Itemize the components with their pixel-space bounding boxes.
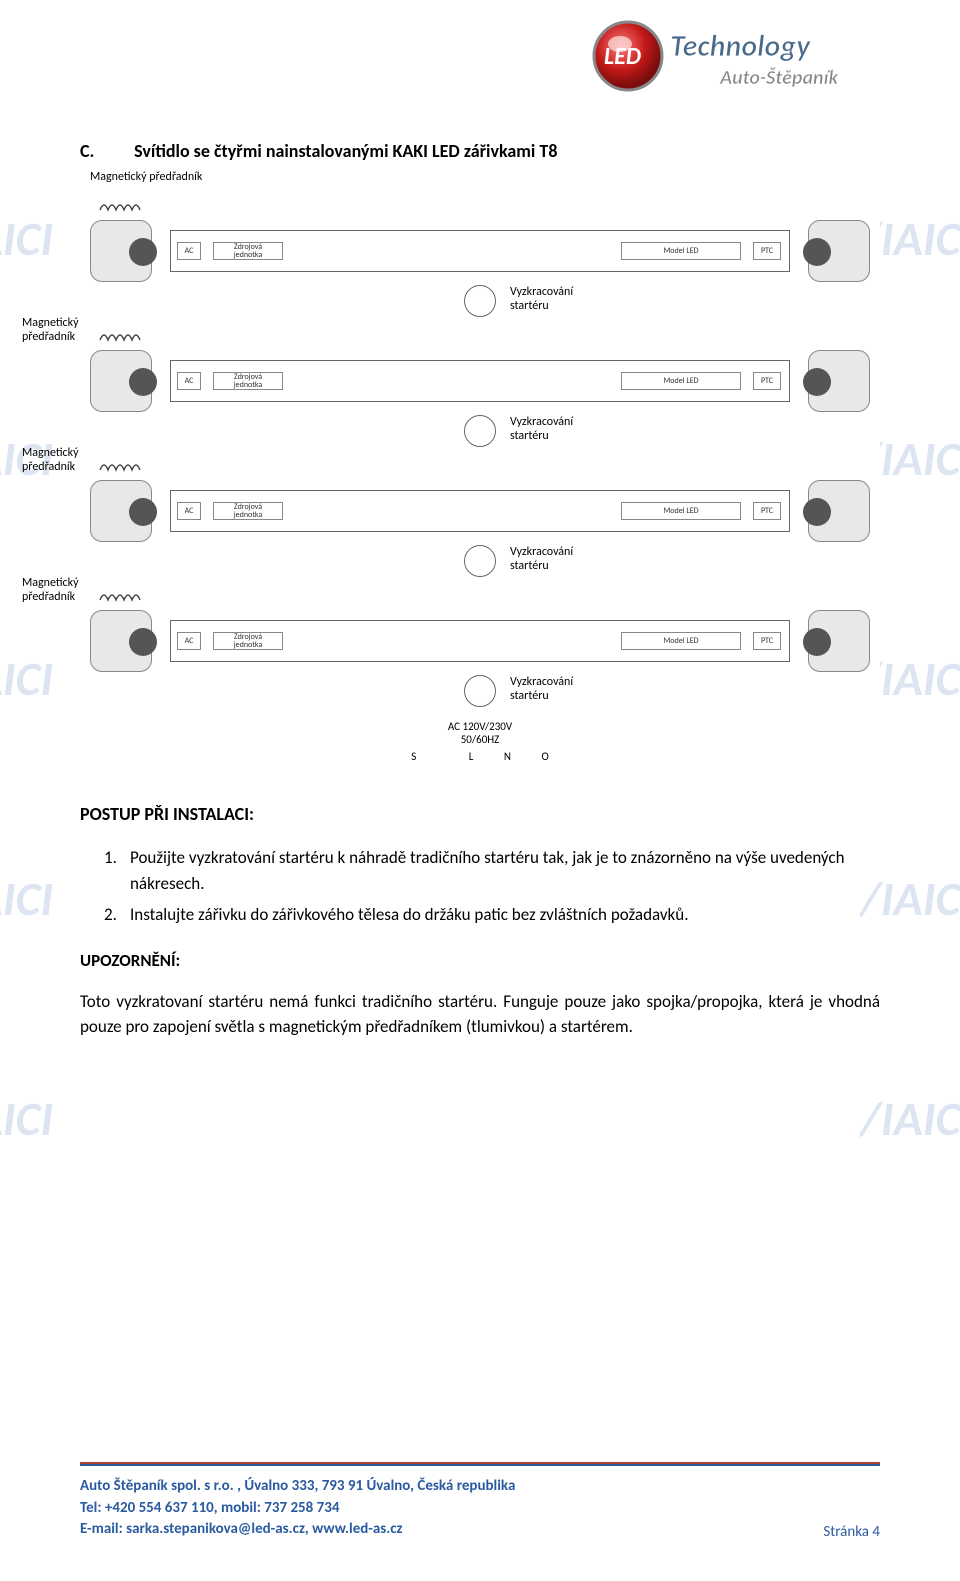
footer-email: E-mail: sarka.stepanikova@led-as.cz, www… [80, 1519, 515, 1541]
install-steps: 1. Použijte vyzkratování startéru k náhr… [104, 845, 880, 928]
socket-left [90, 480, 152, 542]
starter-label: Vyzkracovánístartéru [510, 415, 573, 444]
power-s: S [411, 750, 416, 763]
logo-led-text: LED [604, 42, 641, 71]
warning-text: Toto vyzkratovaní startéru nemá funkci t… [80, 989, 880, 1040]
section-heading: C. Svítidlo se čtyřmi nainstalovanými KA… [80, 140, 880, 162]
socket-left [90, 220, 152, 282]
power-freq: 50/60HZ [80, 733, 880, 746]
page-number: Stránka 4 [823, 1523, 880, 1541]
wiring-diagram: Magnetický předřadník AC Zdrojovájednotk… [80, 190, 880, 763]
tube-row: Magnetický předřadník AC Zdrojovájednotk… [80, 580, 880, 710]
header-logo: LED Technology Auto-Štěpaník [590, 18, 890, 108]
tube-ptc: PTC [753, 632, 781, 650]
socket-right [808, 610, 870, 672]
tube-ac: AC [177, 242, 201, 260]
starter-label: Vyzkracovánístartéru [510, 675, 573, 704]
step-text: Použijte vyzkratování startéru k náhradě… [130, 845, 880, 896]
power-n: N [504, 750, 511, 763]
starter-label: Vyzkracovánístartéru [510, 545, 573, 574]
led-tube: AC Zdrojovájednotka Model LED PTC [170, 360, 790, 402]
tube-unit: Zdrojovájednotka [213, 372, 283, 390]
inductor-icon [98, 330, 148, 342]
list-item: 2. Instalujte zářivku do zářivkového těl… [104, 902, 880, 928]
footer-rule [80, 1462, 880, 1466]
page-footer: Auto Štěpaník spol. s r.o. , Úvalno 333,… [80, 1462, 880, 1541]
ballast-label: Magnetický předřadník [22, 446, 102, 475]
tube-row: Magnetický předřadník AC Zdrojovájednotk… [80, 450, 880, 580]
socket-right [808, 220, 870, 282]
tube-model: Model LED [621, 372, 741, 390]
footer-phone: Tel: +420 554 637 110, mobil: 737 258 73… [80, 1498, 515, 1520]
led-tube: AC Zdrojovájednotka Model LED PTC [170, 620, 790, 662]
inductor-icon [98, 590, 148, 602]
tube-unit: Zdrojovájednotka [213, 502, 283, 520]
tube-row: Magnetický předřadník AC Zdrojovájednotk… [80, 190, 880, 320]
inductor-icon [98, 200, 148, 212]
svg-text:/IAICI: /IAICI [0, 1089, 53, 1148]
step-number: 1. [104, 845, 130, 896]
tube-unit: Zdrojovájednotka [213, 632, 283, 650]
heading-text: Svítidlo se čtyřmi nainstalovanými KAKI … [134, 140, 557, 162]
svg-text:/IAICI: /IAICI [860, 1089, 960, 1148]
socket-right [808, 350, 870, 412]
tube-ptc: PTC [753, 242, 781, 260]
tube-row: Magnetický předřadník AC Zdrojovájednotk… [80, 320, 880, 450]
starter-icon [464, 545, 496, 577]
led-tube: AC Zdrojovájednotka Model LED PTC [170, 490, 790, 532]
footer-address: Auto Štěpaník spol. s r.o. , Úvalno 333,… [80, 1476, 515, 1498]
install-heading: POSTUP PŘI INSTALACI: [80, 803, 880, 825]
heading-letter: C. [80, 140, 130, 162]
starter-icon [464, 675, 496, 707]
step-text: Instalujte zářivku do zářivkového tělesa… [130, 902, 689, 928]
socket-left [90, 610, 152, 672]
watermark: /IAICI [860, 1080, 960, 1160]
power-voltage: AC 120V/230V [80, 720, 880, 733]
warning-heading: UPOZORNĚNÍ: [80, 950, 880, 971]
tube-ac: AC [177, 502, 201, 520]
starter-label: Vyzkracovánístartéru [510, 285, 573, 314]
tube-ptc: PTC [753, 372, 781, 390]
socket-left [90, 350, 152, 412]
logo-sub-text: Auto-Štěpaník [719, 66, 839, 90]
led-tube: AC Zdrojovájednotka Model LED PTC [170, 230, 790, 272]
power-spec: AC 120V/230V 50/60HZ S L N O [80, 720, 880, 763]
logo-tech-text: Technology [670, 28, 811, 65]
step-number: 2. [104, 902, 130, 928]
tube-ac: AC [177, 632, 201, 650]
tube-unit: Zdrojovájednotka [213, 242, 283, 260]
socket-right [808, 480, 870, 542]
tube-model: Model LED [621, 502, 741, 520]
tube-ac: AC [177, 372, 201, 390]
inductor-icon [98, 460, 148, 472]
watermark: /IAICI [0, 1080, 140, 1160]
tube-model: Model LED [621, 632, 741, 650]
starter-icon [464, 415, 496, 447]
ballast-label: Magnetický předřadník [22, 316, 102, 345]
ballast-label: Magnetický předřadník [90, 170, 250, 184]
list-item: 1. Použijte vyzkratování startéru k náhr… [104, 845, 880, 896]
ballast-label: Magnetický předřadník [22, 576, 102, 605]
tube-ptc: PTC [753, 502, 781, 520]
power-l: L [469, 750, 474, 763]
starter-icon [464, 285, 496, 317]
tube-model: Model LED [621, 242, 741, 260]
power-o: O [542, 750, 549, 763]
